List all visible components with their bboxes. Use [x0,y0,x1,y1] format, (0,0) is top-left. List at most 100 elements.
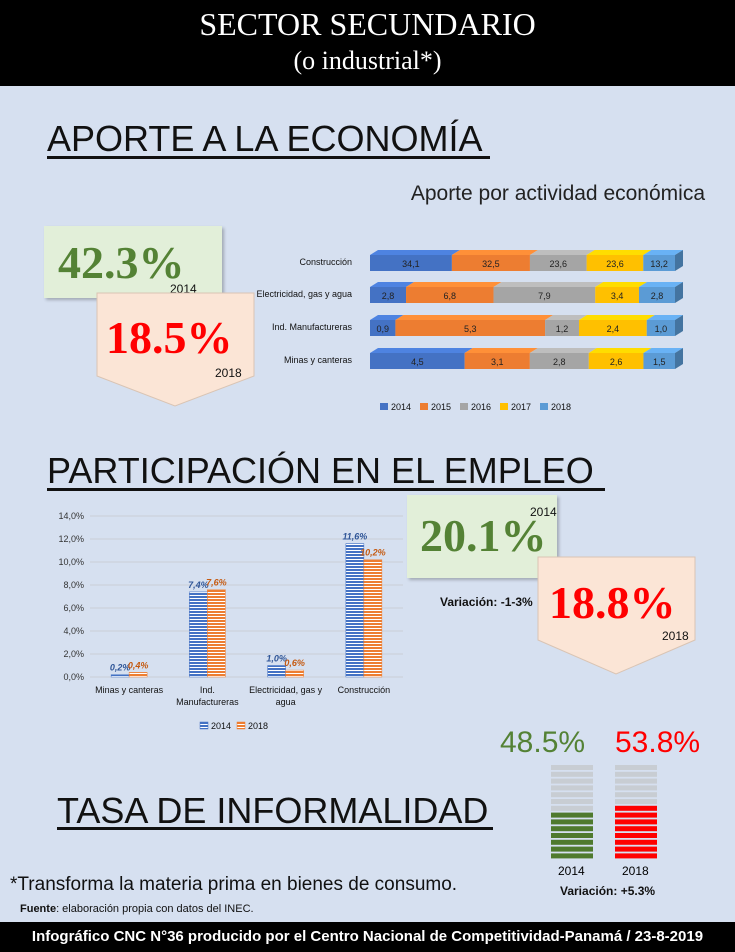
y-tick-label: 2,0% [63,649,84,659]
column-bar [189,591,208,678]
data-label: 2,8 [382,291,395,301]
informality-segment [615,819,657,825]
column-bar [285,669,304,678]
data-label: 13,2 [650,259,668,269]
page-title: SECTOR SECUNDARIO [199,6,536,42]
data-label: 10,2% [360,548,386,558]
data-label: 32,5 [482,259,500,269]
category-label: Electricidad, gas y agua [256,289,352,299]
legend-swatch [500,403,508,410]
category-label: Minas y canteras [95,685,164,695]
column-bar [267,665,286,678]
informality-segment [551,839,593,845]
bar-end-face [675,282,683,303]
informality-segment [615,812,657,818]
informality-segment [615,771,657,777]
legend-swatch [420,403,428,410]
legend-label: 2014 [211,721,231,731]
bar-segment [643,250,683,271]
data-label: 1,2 [556,324,569,334]
callout-2014-box [44,226,222,298]
bar-segment [370,250,460,271]
category-label: Ind. Manufactureras [176,685,239,707]
informality-segment [615,805,657,811]
legend-label: 2014 [391,402,411,412]
informality-segment [551,819,593,825]
data-label: 2,8 [553,357,566,367]
informality-segment [551,826,593,832]
section-title-employment: PARTICIPACIÓN EN EL EMPLEO [47,450,594,491]
data-label: 1,0 [655,324,668,334]
data-label: 1,0% [266,654,287,664]
source-label: Fuente [20,903,57,915]
data-label: 0,2% [110,663,131,673]
data-label: 23,6 [606,259,624,269]
informality-segment [551,812,593,818]
informality-segment [615,839,657,845]
y-tick-label: 12,0% [58,534,84,544]
data-label: 1,5 [653,357,666,367]
category-label: Ind. Manufactureras [272,322,353,332]
informality-value-2018: 53.8% [615,726,701,759]
footnote: *Transforma la materia prima en bienes d… [10,874,458,895]
informality-segment [615,765,657,770]
informality-segment [615,778,657,784]
bar-segment [586,250,652,271]
legend-swatch [199,721,209,730]
y-tick-label: 10,0% [58,557,84,567]
bar-segment [595,282,647,303]
gdp-share-2018: 18.5% [106,312,233,363]
informality-segment [551,785,593,791]
bar-segment [529,348,597,369]
bar-segment [370,315,404,336]
section-underline [47,488,605,491]
informality-segment [615,785,657,791]
informality-segment [551,792,593,798]
informality-segment [615,799,657,804]
column-bar [207,589,226,678]
data-label: 2,8 [651,291,664,301]
y-tick-label: 6,0% [63,603,84,613]
header-bar [0,0,735,86]
informality-segment [615,846,657,852]
bar-segment [370,282,415,303]
category-label: Electricidad, gas y agua [249,685,323,707]
bar-segment [646,315,683,336]
informality-segment [551,765,593,770]
informality-segment [615,826,657,832]
bar-segment [406,282,502,303]
informality-year-2018: 2018 [622,864,649,878]
data-label: 0,9 [376,324,389,334]
bar-segment [578,315,655,336]
section-title-economy: APORTE A LA ECONOMÍA [47,118,483,159]
data-label: 7,4% [188,580,209,590]
data-label: 0,4% [128,660,149,670]
y-tick-label: 14,0% [58,511,84,521]
year-label-2018: 2018 [215,366,242,380]
callout-2018-arrow [96,292,255,407]
informality-segment [551,778,593,784]
bar-segment [638,282,683,303]
legend-swatch [460,403,468,410]
y-tick-label: 4,0% [63,626,84,636]
activity-contribution-chart: Aporte por actividad económica Construcci… [256,182,705,412]
informality-segment [551,846,593,852]
category-label: Minas y canteras [284,355,353,365]
bar-end-face [675,250,683,271]
chart-title: Aporte por actividad económica [411,182,705,205]
legend-label: 2015 [431,402,451,412]
data-label: 11,6% [342,532,367,542]
legend-swatch [380,403,388,410]
data-label: 23,6 [550,259,568,269]
bar-segment [451,250,538,271]
employment-2018-arrow [537,556,696,675]
informality-year-2014: 2014 [558,864,585,878]
informality-segment [615,792,657,798]
employment-share-chart: 0,0%2,0%4,0%6,0%8,0%10,0%12,0%14,0%0,2%0… [58,511,403,731]
data-label: 5,3 [464,324,477,334]
bar-segment [395,315,554,336]
bar-segment [545,315,587,336]
informality-variation: Variación: +5.3% [560,884,656,898]
informality-value-2014: 48.5% [500,726,586,759]
informality-stack-2018 [615,765,657,859]
